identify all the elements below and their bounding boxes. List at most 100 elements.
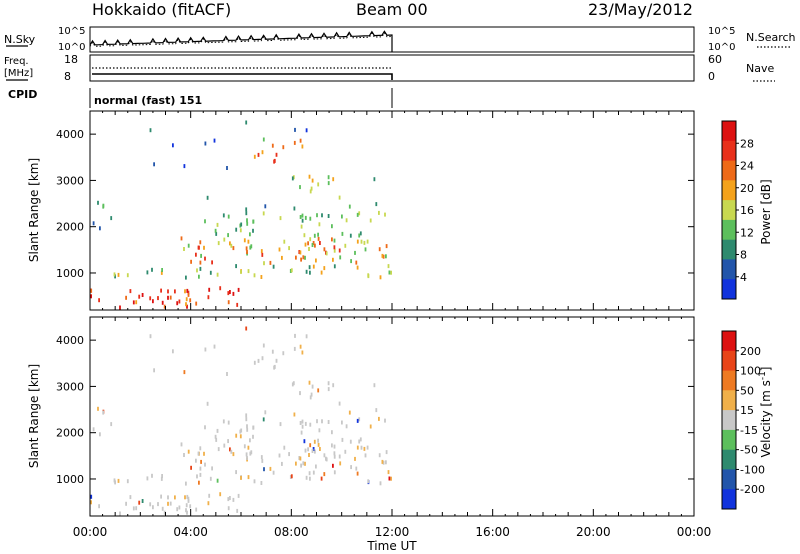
heatmap-cell bbox=[117, 272, 120, 277]
heatmap-cell bbox=[149, 128, 152, 133]
colorbar-swatch bbox=[722, 140, 736, 162]
heatmap-cell bbox=[239, 228, 242, 233]
heatmap-cell bbox=[214, 434, 217, 439]
heatmap-cell bbox=[293, 346, 296, 351]
power-y-label: Slant Range [km] bbox=[27, 158, 41, 262]
heatmap-cell bbox=[292, 381, 295, 386]
heatmap-cell bbox=[271, 143, 274, 148]
heatmap-cell bbox=[299, 250, 302, 255]
heatmap-cell bbox=[317, 442, 320, 447]
heatmap-cell bbox=[278, 247, 281, 252]
heatmap-cell bbox=[229, 290, 231, 294]
heatmap-cell bbox=[146, 270, 149, 275]
heatmap-cell bbox=[153, 368, 155, 373]
heatmap-cell bbox=[250, 244, 253, 249]
heatmap-cell bbox=[214, 228, 217, 233]
freq-tick-bottom: 8 bbox=[64, 70, 71, 83]
heatmap-cell bbox=[269, 260, 272, 265]
heatmap-cell bbox=[261, 458, 264, 463]
heatmap-cell bbox=[312, 470, 315, 475]
heatmap-cell bbox=[113, 478, 116, 483]
heatmap-cell bbox=[332, 177, 335, 182]
heatmap-cell bbox=[176, 301, 179, 306]
heatmap-cell bbox=[303, 233, 306, 238]
x-tick-label: 08:00 bbox=[274, 525, 309, 539]
heatmap-cell bbox=[293, 412, 296, 417]
heatmap-cell bbox=[99, 226, 101, 231]
heatmap-cell bbox=[240, 428, 243, 433]
heatmap-cell bbox=[341, 437, 344, 442]
heatmap-cell bbox=[249, 451, 252, 456]
heatmap-cell bbox=[360, 445, 363, 450]
heatmap-cell bbox=[301, 419, 304, 424]
heatmap-cell bbox=[355, 260, 358, 265]
heatmap-cell bbox=[360, 239, 363, 244]
power-panel: 1000 2000 3000 4000 Slant Range [km] bbox=[27, 110, 695, 311]
heatmap-cell bbox=[163, 510, 166, 515]
heatmap-cell bbox=[239, 223, 242, 228]
colorbar-swatch bbox=[722, 160, 736, 181]
x-tick-label: 16:00 bbox=[475, 525, 510, 539]
y-tick-label: 1000 bbox=[56, 267, 84, 280]
heatmap-cell bbox=[232, 497, 235, 502]
heatmap-cell bbox=[160, 288, 162, 293]
power-colorbar-label: Power [dB] bbox=[759, 179, 773, 244]
heatmap-cell bbox=[341, 231, 344, 236]
heatmap-cell bbox=[379, 481, 382, 486]
heatmap-cell bbox=[216, 428, 219, 433]
colorbar-swatch bbox=[722, 259, 736, 280]
nsearch-label: N.Search bbox=[746, 31, 796, 44]
heatmap-cell bbox=[356, 445, 359, 450]
heatmap-cell bbox=[206, 195, 209, 200]
heatmap-cell bbox=[366, 445, 369, 450]
y-tick-label: 3000 bbox=[56, 380, 84, 393]
heatmap-cell bbox=[160, 476, 163, 481]
heatmap-cell bbox=[199, 240, 202, 245]
heatmap-cell bbox=[187, 449, 190, 454]
heatmap-cell bbox=[185, 481, 187, 486]
heatmap-cell bbox=[178, 505, 181, 510]
x-tick-label: 00:00 bbox=[677, 525, 712, 539]
heatmap-cell bbox=[327, 181, 330, 186]
heatmap-cell bbox=[273, 158, 276, 163]
heatmap-cell bbox=[235, 264, 237, 269]
heatmap-cell bbox=[298, 250, 301, 254]
colorbar-tick-label: 16 bbox=[740, 204, 754, 217]
heatmap-cell bbox=[331, 224, 333, 229]
heatmap-cell bbox=[260, 455, 263, 460]
heatmap-cell bbox=[239, 429, 242, 434]
heatmap-cell bbox=[299, 456, 302, 461]
heatmap-cell bbox=[273, 364, 276, 369]
heatmap-cell bbox=[185, 302, 187, 307]
heatmap-cell bbox=[311, 384, 314, 389]
heatmap-cell bbox=[204, 462, 206, 467]
heatmap-cell bbox=[327, 214, 330, 218]
heatmap-cell bbox=[227, 214, 230, 219]
heatmap-cell bbox=[317, 236, 320, 241]
heatmap-cell bbox=[151, 473, 153, 478]
heatmap-cell bbox=[385, 254, 387, 259]
heatmap-cell bbox=[323, 266, 326, 271]
freq-tick-top: 18 bbox=[64, 53, 78, 66]
heatmap-cell bbox=[261, 252, 264, 257]
nave-tick-top: 60 bbox=[708, 53, 722, 66]
heatmap-cell bbox=[235, 470, 237, 475]
colorbar-tick-label: 8 bbox=[740, 249, 747, 262]
heatmap-cell bbox=[245, 413, 248, 418]
heatmap-cell bbox=[283, 445, 286, 450]
heatmap-cell bbox=[349, 439, 352, 444]
heatmap-cell bbox=[320, 270, 323, 275]
heatmap-cell bbox=[272, 470, 275, 475]
heatmap-cell bbox=[348, 204, 351, 209]
heatmap-cell bbox=[184, 495, 186, 500]
heatmap-cell bbox=[132, 506, 135, 511]
colorbar-swatch bbox=[722, 449, 736, 470]
heatmap-cell bbox=[315, 258, 317, 263]
y-tick-label: 4000 bbox=[56, 128, 84, 141]
heatmap-cell bbox=[149, 502, 152, 507]
freq-trace bbox=[92, 73, 393, 80]
heatmap-cell bbox=[298, 456, 301, 460]
colorbar-tick-label: -100 bbox=[740, 463, 765, 476]
heatmap-cell bbox=[240, 475, 242, 480]
heatmap-cell bbox=[275, 152, 278, 157]
